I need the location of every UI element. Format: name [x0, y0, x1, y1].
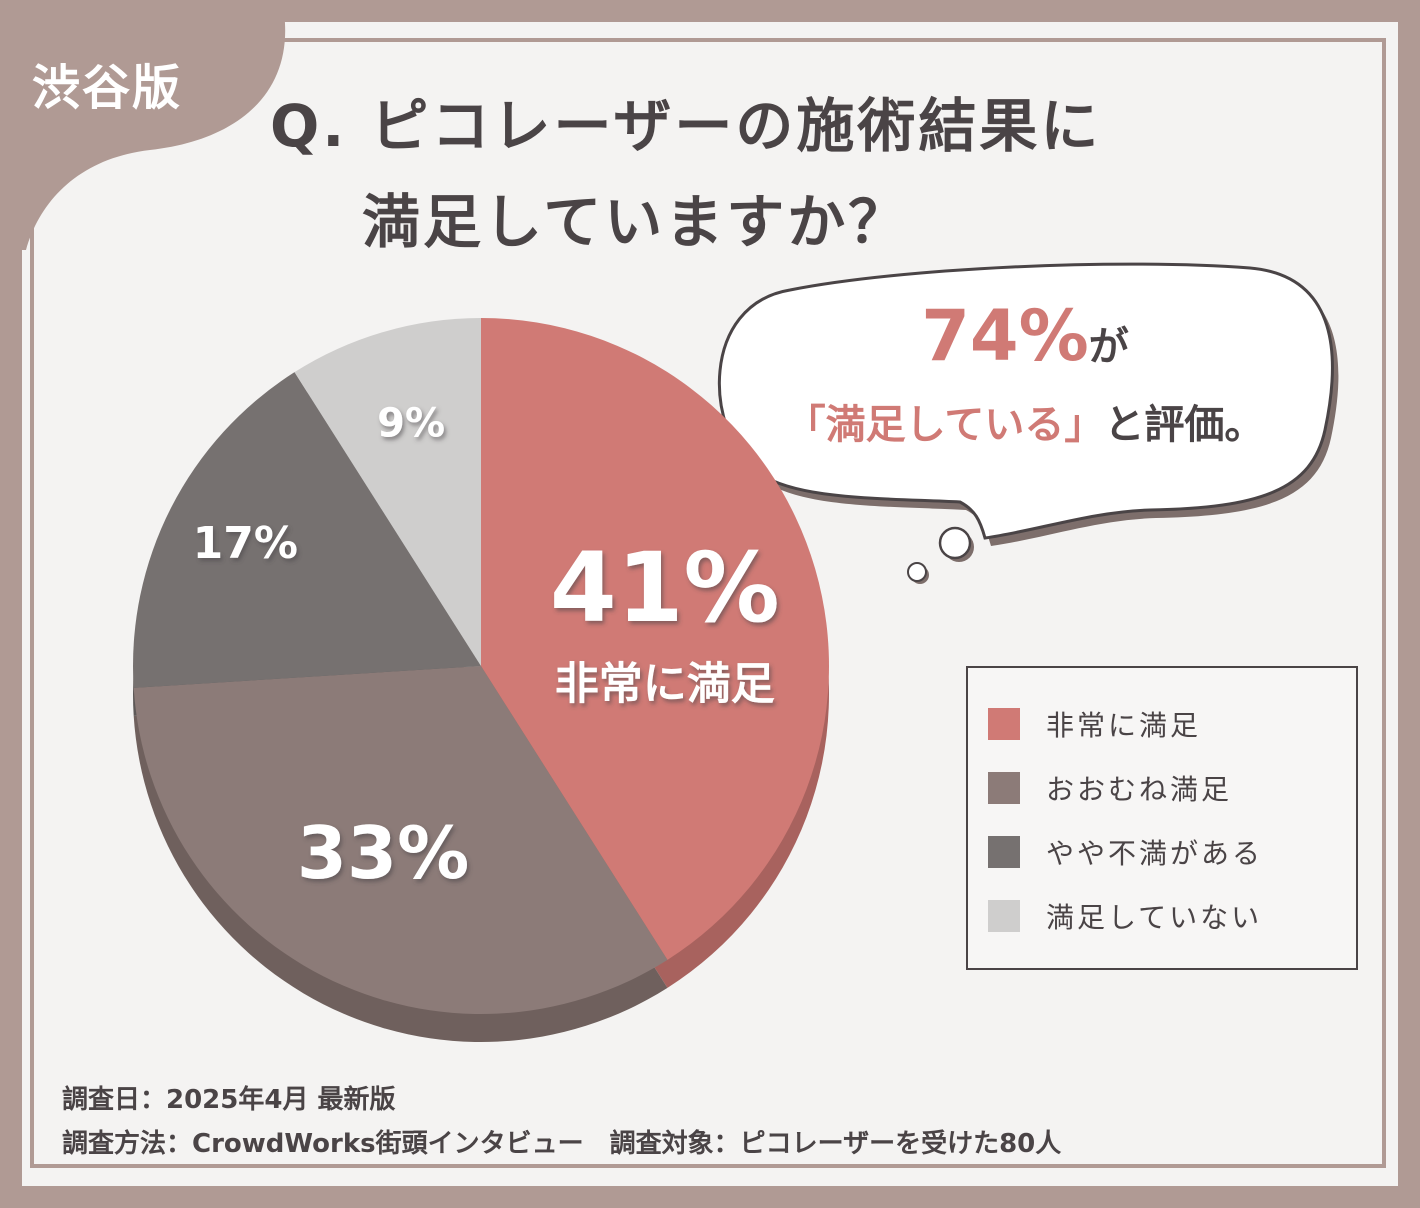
callout-suffix: が — [1088, 324, 1129, 370]
pie-slice-not-satisfied — [294, 318, 481, 666]
callout-rest: と評価。 — [1104, 402, 1265, 448]
title-line-1: Q. ピコレーザーの施術結果に — [270, 92, 1102, 160]
bubble-dot-large — [938, 526, 972, 560]
pie-slice-very-satisfied — [481, 318, 829, 960]
pie-slice-mostly-satisfied — [133, 666, 668, 1014]
legend-label: おおむね満足 — [1046, 773, 1233, 806]
legend-item-not-satisfied: 満足していない — [988, 898, 1262, 934]
legend-swatch — [988, 708, 1020, 740]
legend-item-mostly-satisfied: おおむね満足 — [988, 770, 1232, 806]
legend: 非常に満足 おおむね満足 やや不満がある 満足していない — [966, 666, 1358, 970]
legend-swatch — [988, 772, 1020, 804]
survey-method: 調査方法：CrowdWorks街頭インタビュー 調査対象：ピコレーザーを受けた8… — [62, 1129, 1062, 1159]
legend-item-very-satisfied: 非常に満足 — [988, 706, 1201, 742]
bubble-dot-small — [907, 562, 927, 582]
pie-value-label-somewhat-dissatisfied: 17% — [193, 518, 298, 569]
legend-label: やや不満がある — [1046, 837, 1264, 870]
legend-swatch — [988, 836, 1020, 868]
pie-labels: 41% 非常に満足 33% 17% 9% — [193, 400, 780, 894]
pie-value-label-very-satisfied: 41% — [550, 532, 780, 644]
legend-item-somewhat-dissatisfied: やや不満がある — [988, 834, 1263, 870]
pie-slice-inner-label: 非常に満足 — [555, 659, 775, 710]
corner-tab-shape — [0, 0, 286, 250]
chart-title: Q. ピコレーザーの施術結果に 満足していますか？ — [270, 78, 1210, 270]
callout-quote: 「満足している」 — [785, 402, 1105, 448]
legend-label: 非常に満足 — [1046, 709, 1202, 742]
legend-label: 満足していない — [1046, 901, 1263, 934]
legend-swatch — [988, 900, 1020, 932]
region-tag: 渋谷版 — [32, 60, 183, 116]
callout-text: 74%が 「満足している」と評価。 — [740, 296, 1310, 463]
title-line-2: 満足していますか？ — [362, 188, 910, 256]
survey-date: 調査日：2025年4月 最新版 — [62, 1085, 396, 1115]
pie-slice-somewhat-dissatisfied — [132, 372, 481, 688]
inner-frame — [30, 38, 1386, 1168]
callout-percent: 74% — [921, 295, 1089, 377]
pie-value-label-not-satisfied: 9% — [377, 400, 445, 446]
pie-slices — [132, 318, 829, 1014]
pie-value-label-mostly-satisfied: 33% — [297, 811, 469, 895]
footer-notes: 調査日：2025年4月 最新版 調査方法：CrowdWorks街頭インタビュー … — [62, 1078, 1061, 1166]
